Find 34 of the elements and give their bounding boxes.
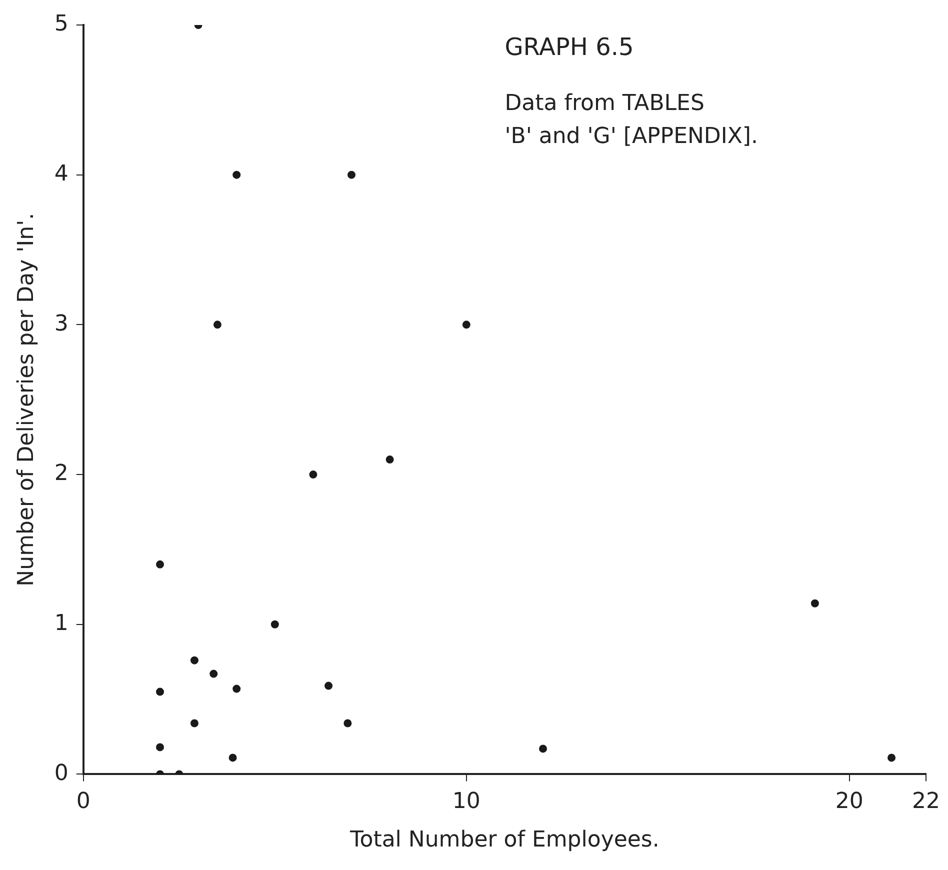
point [270, 620, 279, 628]
text: Data from TABLES 'B' and 'G' [APPENDIX]. [504, 91, 758, 149]
point [386, 456, 394, 464]
point [190, 656, 198, 664]
point [309, 470, 318, 479]
point [156, 560, 164, 568]
x-axis-title: Total Number of Employees. [349, 828, 660, 853]
y-tick-label: 5 [54, 12, 68, 37]
point [462, 320, 470, 329]
point [810, 599, 819, 608]
point [190, 719, 198, 728]
y-tick-label: 4 [54, 162, 68, 187]
point [344, 719, 352, 728]
point [228, 754, 237, 762]
x-tick-label: 20 [835, 789, 864, 814]
point [232, 170, 241, 179]
point [324, 682, 333, 690]
point [888, 754, 896, 762]
y-tick-label: 1 [54, 611, 68, 636]
point [210, 670, 218, 678]
point [156, 688, 164, 696]
point [348, 170, 356, 179]
point [156, 743, 164, 752]
x-tick-label: 0 [76, 789, 90, 814]
x-tick-label: 10 [452, 789, 480, 814]
chart-title: GRAPH 6.5 [504, 33, 634, 61]
y-axis-title: Number of Deliveries per Day 'In'. [14, 212, 39, 586]
x-tick-label: 22 [912, 789, 940, 814]
point [232, 684, 241, 693]
y-tick-label: 3 [54, 311, 68, 336]
y-tick-label: 2 [54, 461, 68, 486]
point [539, 744, 547, 753]
point [213, 320, 222, 329]
y-tick-label: 0 [54, 760, 68, 786]
